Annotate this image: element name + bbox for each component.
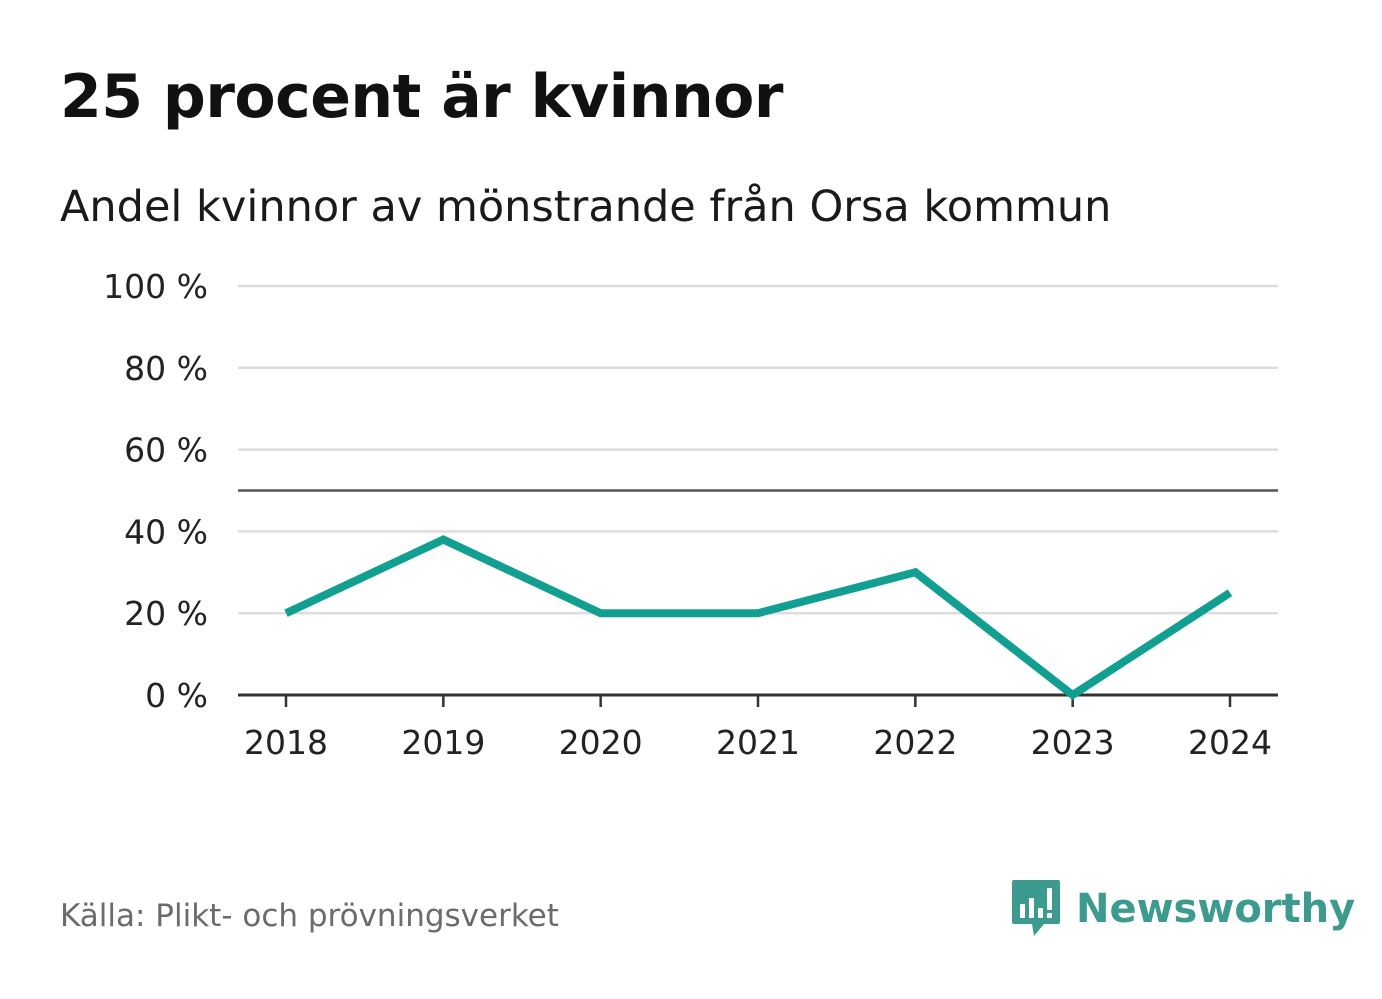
source-note: Källa: Plikt- och prövningsverket [60, 898, 559, 934]
y-tick-label: 0 % [145, 676, 208, 715]
series-line [284, 535, 1233, 700]
chart-subtitle: Andel kvinnor av mönstrande från Orsa ko… [60, 182, 1112, 232]
x-tick-label: 2023 [1031, 723, 1115, 762]
newsworthy-logo: Newsworthy [1010, 878, 1355, 940]
y-tick-label: 40 % [124, 512, 208, 551]
y-tick-label: 80 % [124, 349, 208, 388]
newsworthy-logo-icon [1012, 880, 1060, 936]
chart-title: 25 procent är kvinnor [60, 62, 783, 132]
y-tick-label: 100 % [103, 267, 208, 306]
x-tick-label: 2022 [873, 723, 957, 762]
y-tick-label: 60 % [124, 431, 208, 470]
brand-name: Newsworthy [1076, 886, 1356, 932]
y-tick-label: 20 % [124, 594, 208, 633]
x-tick-label: 2018 [244, 723, 328, 762]
x-tick-label: 2019 [401, 723, 485, 762]
x-tick-label: 2021 [716, 723, 800, 762]
x-tick-label: 2020 [559, 723, 643, 762]
x-tick-label: 2024 [1188, 723, 1272, 762]
